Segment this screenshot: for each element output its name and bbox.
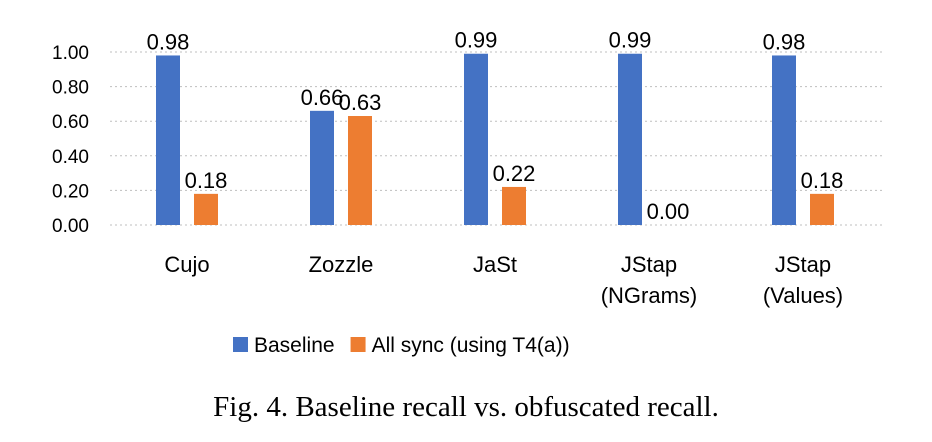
- x-category-label: Zozzle: [309, 252, 374, 277]
- y-tick-label: 0.20: [52, 181, 89, 202]
- data-label: 0.98: [763, 29, 806, 54]
- data-label: 0.18: [185, 168, 228, 193]
- bar-baseline-4: [772, 55, 796, 226]
- data-label: 0.99: [609, 28, 652, 53]
- x-category-label: JStap (Values): [763, 252, 843, 308]
- x-category-label: JStap (NGrams): [601, 252, 698, 308]
- data-label: 0.00: [647, 199, 690, 224]
- data-label: 0.18: [801, 168, 844, 193]
- legend-entry: All sync (using T4(a)): [372, 334, 570, 357]
- x-axis: Cujo Zozzle JaSt JStap (NGrams) JStap (Values): [164, 252, 843, 308]
- bar-baseline-2: [464, 53, 488, 226]
- bar-all-sync-2: [502, 186, 526, 225]
- y-tick-label: 0.40: [52, 147, 89, 168]
- bar-baseline-0: [156, 55, 180, 226]
- bar-baseline-3: [618, 53, 642, 226]
- data-label: 0.63: [339, 90, 382, 115]
- bar-all-sync-1: [348, 116, 372, 225]
- bar-baseline-1: [310, 110, 334, 225]
- data-label: 0.98: [147, 29, 190, 54]
- bar-all-sync-0: [194, 193, 218, 225]
- y-axis: 0.00 0.20 0.40 0.60 0.80 1.00: [52, 43, 89, 237]
- x-category-label: JaSt: [473, 252, 517, 277]
- y-tick-label: 1.00: [52, 43, 89, 64]
- y-tick-label: 0.00: [52, 216, 89, 237]
- bars: [156, 53, 834, 226]
- legend-entry: Baseline: [254, 334, 335, 357]
- y-tick-label: 0.80: [52, 78, 89, 99]
- figure-caption: Fig. 4. Baseline recall vs. obfuscated r…: [213, 391, 719, 423]
- legend-swatch: [233, 337, 248, 352]
- data-labels: 0.98 0.18 0.660.63 0.99 0.22 0.99 0.00 0.98 0.18: [147, 28, 844, 224]
- y-tick-label: 0.60: [52, 112, 89, 133]
- legend-swatch: [350, 337, 366, 352]
- data-label: 0.66: [301, 85, 344, 110]
- gridlines: [110, 51, 885, 226]
- bar-all-sync-4: [810, 193, 834, 225]
- x-category-label: Cujo: [164, 252, 209, 277]
- data-label: 0.22: [493, 161, 536, 186]
- legend: Baseline All sync (using T4(a)): [233, 334, 570, 357]
- data-label: 0.99: [455, 28, 498, 53]
